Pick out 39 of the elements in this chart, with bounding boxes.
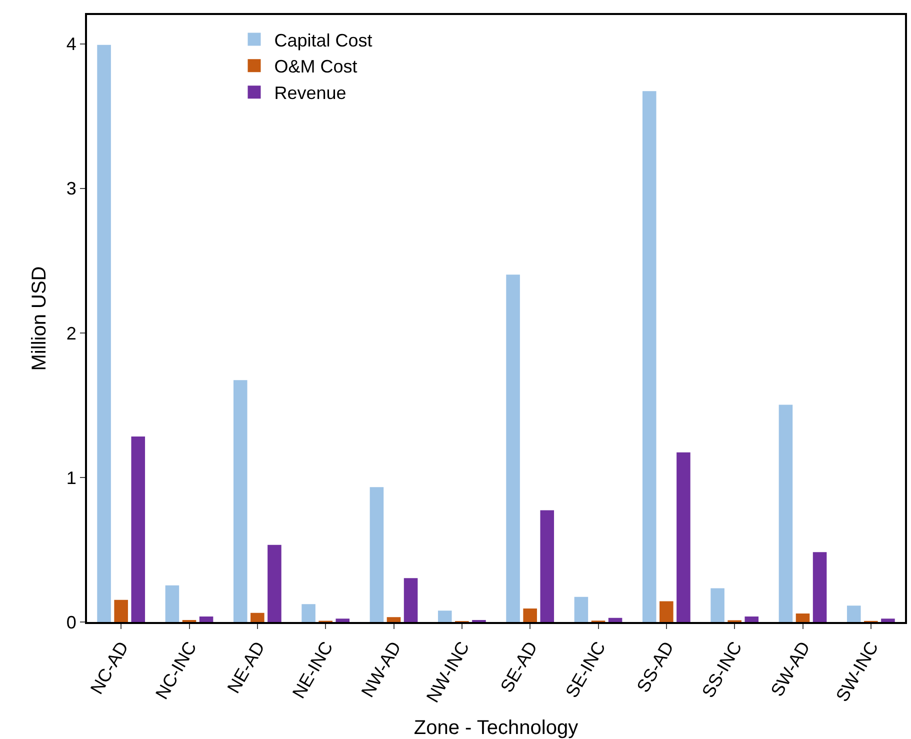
bar xyxy=(386,617,401,622)
bar xyxy=(710,588,724,622)
bar xyxy=(199,616,214,622)
legend-label: O&M Cost xyxy=(274,56,358,77)
bar xyxy=(846,606,861,622)
bar xyxy=(165,585,180,622)
bar xyxy=(744,616,759,622)
bar xyxy=(250,612,264,622)
y-axis-title: Million USD xyxy=(28,266,50,371)
bar xyxy=(370,487,384,622)
legend-label: Revenue xyxy=(274,83,346,104)
bar xyxy=(540,510,554,622)
y-tick-label: 2 xyxy=(66,323,76,344)
legend-label: Capital Cost xyxy=(274,30,372,50)
bar xyxy=(97,44,111,622)
bar xyxy=(676,452,690,622)
bar xyxy=(131,436,146,622)
bar xyxy=(438,610,452,622)
y-tick-label: 0 xyxy=(66,612,76,632)
y-tick-label: 4 xyxy=(66,34,76,54)
bar xyxy=(268,544,282,622)
bar xyxy=(812,552,827,622)
y-tick-label: 1 xyxy=(66,468,76,488)
bar xyxy=(660,601,674,622)
bar xyxy=(608,618,622,622)
bar xyxy=(796,614,810,622)
bar xyxy=(114,600,128,622)
bar xyxy=(404,578,418,622)
bar xyxy=(881,618,895,622)
x-axis-title: Zone - Technology xyxy=(414,716,578,739)
bar xyxy=(302,604,316,622)
bar xyxy=(778,404,793,622)
bar xyxy=(523,608,537,622)
bar xyxy=(233,380,248,622)
y-tick-label: 3 xyxy=(66,178,76,199)
bar xyxy=(642,91,656,622)
bar xyxy=(336,618,350,622)
bar xyxy=(574,596,588,622)
bar xyxy=(506,274,520,622)
